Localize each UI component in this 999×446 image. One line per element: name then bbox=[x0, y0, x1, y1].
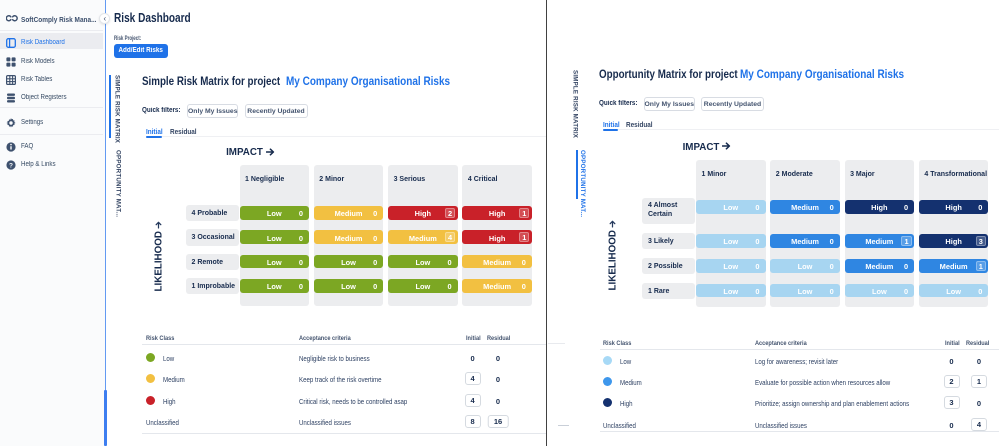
svg-text:?: ? bbox=[9, 162, 13, 169]
